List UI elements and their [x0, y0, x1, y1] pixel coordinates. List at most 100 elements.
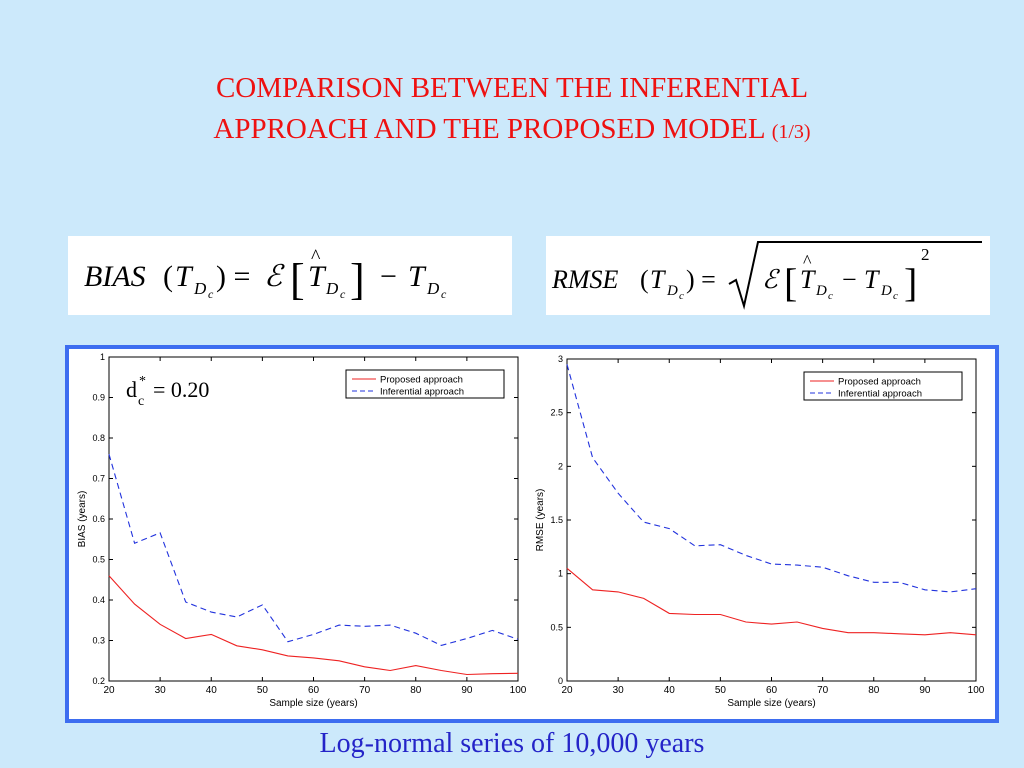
x-tick-label: 20: [561, 685, 573, 696]
annotation-sub: c: [138, 394, 144, 409]
x-tick-label: 20: [103, 685, 115, 696]
legend-box: [803, 371, 963, 401]
svg-text:) =: ) =: [686, 265, 716, 294]
y-tick-label: 0.6: [92, 514, 105, 524]
legend-label: Inferential approach: [838, 389, 922, 400]
rmse-formula: RMSE ( T D c ) = ℰ [ T ^ D c − T D c ] 2: [546, 236, 990, 315]
svg-text:^: ^: [311, 246, 321, 268]
x-tick-label: 60: [766, 685, 778, 696]
slide-title-line1: COMPARISON BETWEEN THE INFERENTIAL: [215, 72, 809, 104]
svg-text:c: c: [441, 287, 447, 301]
series-proposed-line: [108, 575, 519, 676]
svg-text:BIAS: BIAS: [84, 260, 146, 293]
x-tick-label: 70: [817, 685, 829, 696]
x-tick-label: 40: [664, 685, 676, 696]
legend-label: Proposed approach: [838, 377, 921, 388]
x-tick-label: 50: [715, 685, 727, 696]
svg-text:(: (: [640, 265, 649, 294]
legend-box: [345, 369, 505, 399]
x-axis-label: Sample size (years): [269, 698, 357, 709]
y-tick-label: 1: [558, 569, 563, 579]
x-axis-label: Sample size (years): [727, 698, 815, 709]
svg-text:T: T: [175, 260, 194, 293]
svg-text:T: T: [308, 260, 327, 293]
x-tick-label: 50: [257, 685, 269, 696]
svg-text:c: c: [679, 290, 684, 302]
svg-text:2: 2: [921, 245, 930, 264]
y-axis-label: RMSE (years): [535, 489, 546, 552]
y-tick-label: 0.5: [550, 622, 563, 632]
bias-formula: BIAS ( T D c ) = ℰ [ T ^ D c ] − T D c: [68, 236, 512, 315]
x-tick-label: 30: [613, 685, 625, 696]
x-tick-label: 100: [968, 685, 985, 696]
y-tick-label: 0.2: [92, 676, 105, 686]
plot-frame: [566, 358, 977, 682]
y-tick-label: 0.8: [92, 433, 105, 443]
slide-title-main: APPROACH AND THE PROPOSED MODEL: [213, 113, 765, 145]
charts-panel: 20 30 40 50 60 70 80 90 100 0.2 0.3 0.4 0.5 0.6 0.7 0.8…: [65, 345, 999, 723]
svg-text:[: [: [784, 260, 797, 305]
y-tick-label: 0.9: [92, 393, 105, 403]
x-tick-label: 100: [510, 685, 527, 696]
svg-text:D: D: [666, 283, 678, 299]
svg-text:]: ]: [350, 255, 365, 304]
slide-caption: Log-normal series of 10,000 years: [319, 728, 705, 759]
svg-text:D: D: [193, 279, 207, 298]
y-tick-label: 3: [558, 354, 563, 364]
y-tick-label: 0.5: [92, 555, 105, 565]
svg-text:T: T: [800, 265, 816, 294]
svg-text:) =: ) =: [216, 260, 250, 293]
x-tick-label: 30: [155, 685, 167, 696]
slide-title-part: (1/3): [771, 121, 811, 143]
y-tick-label: 0.3: [92, 636, 105, 646]
svg-text:T: T: [408, 260, 427, 293]
svg-text:ℰ: ℰ: [264, 260, 285, 293]
svg-text:T: T: [650, 265, 666, 294]
svg-text:D: D: [815, 283, 827, 299]
rmse-chart: 20 30 40 50 60 70 80 90 100 0 0.5 1 1.5 2 2.5 3 Sample s…: [535, 354, 985, 709]
svg-text:ℰ: ℰ: [762, 265, 780, 294]
svg-text:c: c: [340, 287, 346, 301]
svg-text:^: ^: [803, 251, 812, 271]
svg-text:D: D: [880, 283, 892, 299]
x-tick-label: 80: [410, 685, 422, 696]
y-axis-label: BIAS (years): [77, 491, 88, 548]
svg-text:c: c: [893, 290, 898, 302]
annotation-sup: *: [139, 374, 146, 389]
svg-text:c: c: [208, 287, 214, 301]
y-tick-label: 0: [558, 676, 563, 686]
x-tick-label: 90: [461, 685, 473, 696]
svg-text:D: D: [426, 279, 440, 298]
svg-text:RMSE: RMSE: [551, 265, 619, 294]
series-inferential-line: [566, 364, 977, 593]
x-tick-label: 40: [206, 685, 218, 696]
y-tick-label: 0.7: [92, 474, 105, 484]
legend-label: Proposed approach: [380, 375, 463, 386]
y-tick-label: 2.5: [550, 408, 563, 418]
svg-text:T: T: [864, 265, 880, 294]
x-tick-label: 90: [919, 685, 931, 696]
svg-text:[: [: [290, 255, 305, 304]
svg-text:−: −: [842, 265, 857, 294]
svg-text:]: ]: [904, 260, 917, 305]
bias-chart: 20 30 40 50 60 70 80 90 100 0.2 0.3 0.4 0.5 0.6 0.7 0.8…: [77, 352, 527, 709]
y-tick-label: 2: [558, 461, 563, 471]
y-tick-label: 1: [100, 352, 105, 362]
annotation-d: d: [126, 377, 137, 402]
x-tick-label: 80: [868, 685, 880, 696]
y-tick-label: 1.5: [550, 515, 563, 525]
svg-text:(: (: [163, 260, 173, 293]
plot-frame: [108, 356, 519, 682]
slide-title-line2: APPROACH AND THE PROPOSED MODEL (1/3): [0, 113, 1024, 148]
x-tick-label: 60: [308, 685, 320, 696]
svg-text:−: −: [380, 260, 397, 293]
y-tick-label: 0.4: [92, 595, 105, 605]
svg-text:c: c: [828, 290, 833, 302]
x-tick-label: 70: [359, 685, 371, 696]
legend-label: Inferential approach: [380, 387, 464, 398]
series-proposed-line: [566, 567, 977, 636]
annotation-value: = 0.20: [153, 377, 209, 402]
charts-svg: 20 30 40 50 60 70 80 90 1000.20.30.40.50.60.70.8…: [77, 352, 985, 709]
